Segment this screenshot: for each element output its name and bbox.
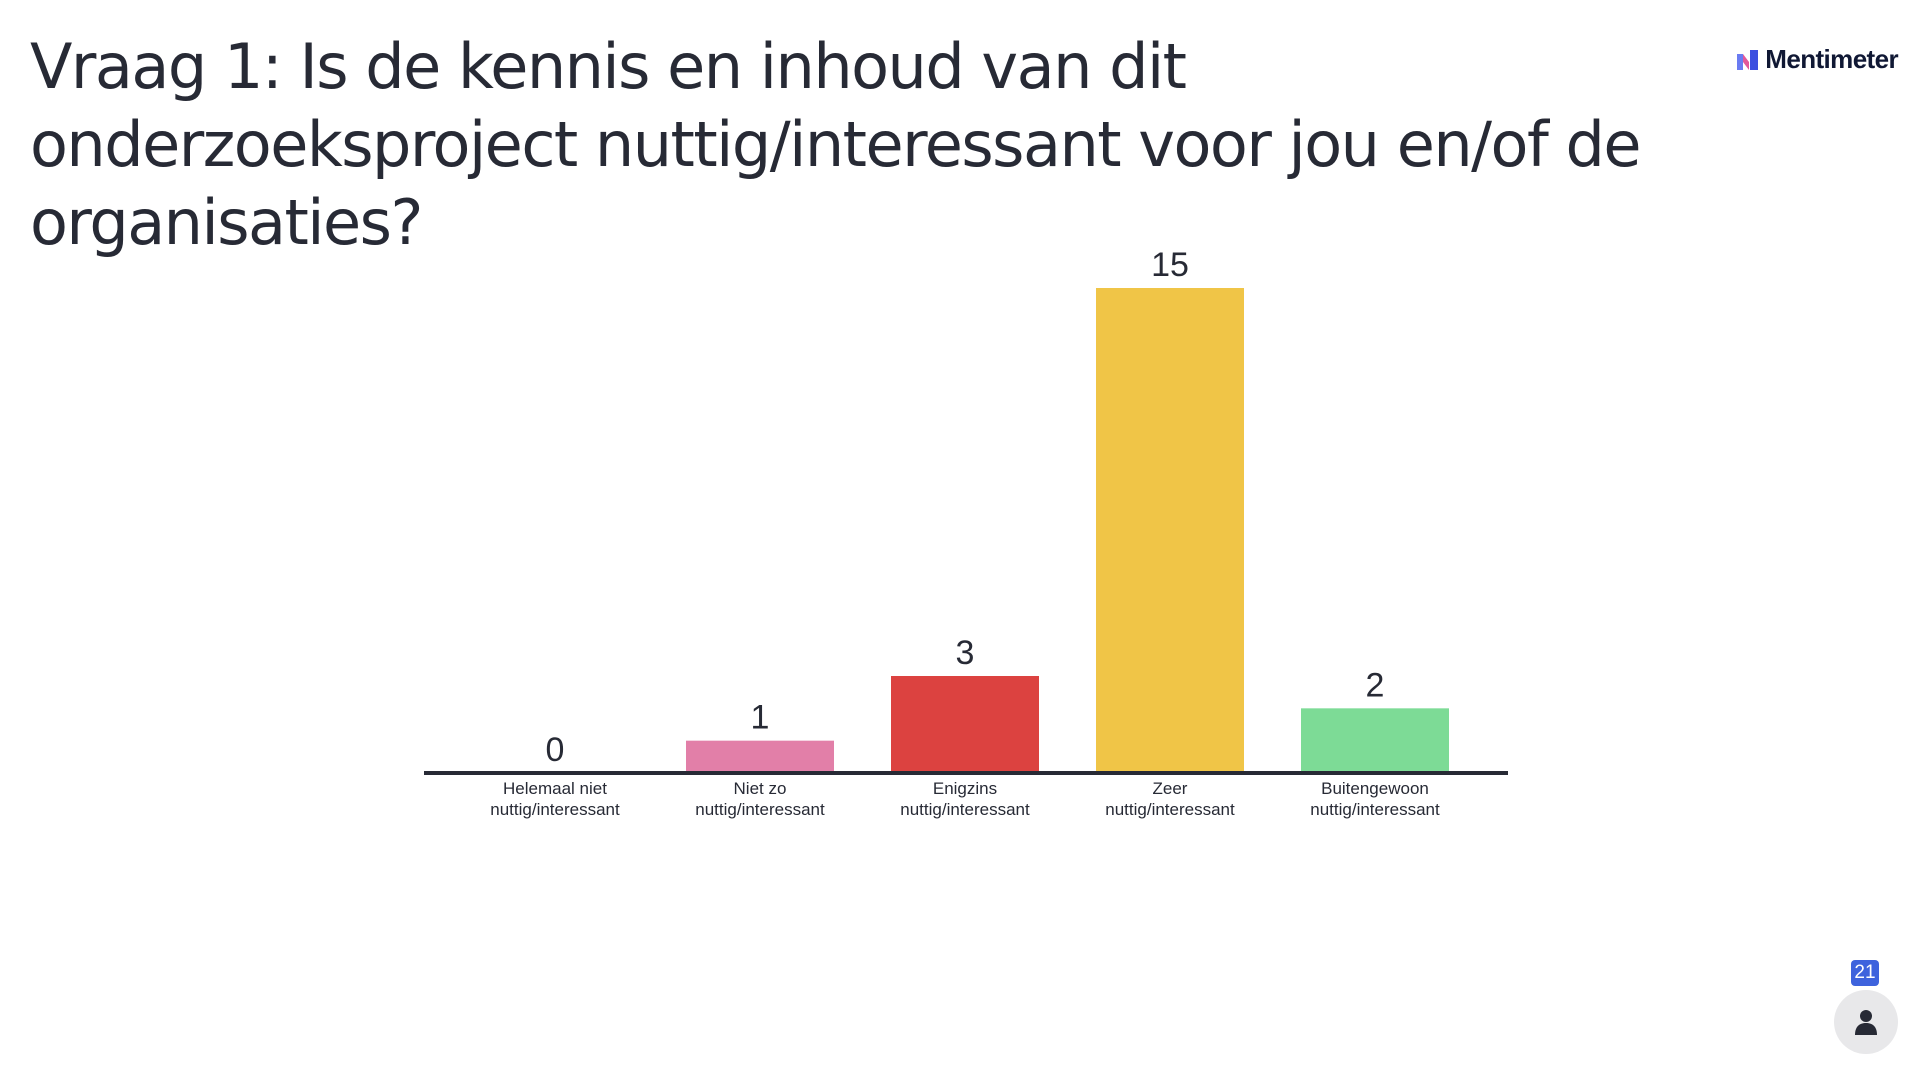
mentimeter-logo-icon — [1737, 49, 1759, 70]
participants-button[interactable]: 21 — [1834, 960, 1898, 1054]
bar-2 — [891, 676, 1039, 773]
category-label-1-line-0: Niet zo — [734, 779, 787, 798]
bar-3 — [1096, 288, 1244, 773]
category-label-2-line-1: nuttig/interessant — [900, 800, 1030, 819]
category-label-0-line-0: Helemaal niet — [503, 779, 607, 798]
bar-1 — [686, 740, 834, 773]
bar-value-label-1: 1 — [751, 699, 770, 737]
bar-value-label-2: 3 — [956, 634, 975, 672]
bar-value-label-3: 15 — [1151, 246, 1189, 284]
category-label-4-line-0: Buitengewoon — [1321, 779, 1429, 798]
category-label-3-line-0: Zeer — [1153, 779, 1188, 798]
participant-count-badge: 21 — [1851, 960, 1879, 986]
brand-logo: Mentimeter — [1737, 44, 1899, 75]
category-label-0-line-1: nuttig/interessant — [490, 800, 620, 819]
category-label-1-line-1: nuttig/interessant — [695, 800, 825, 819]
bar-4 — [1301, 708, 1449, 773]
person-icon — [1855, 1010, 1877, 1035]
bar-value-label-4: 2 — [1366, 666, 1385, 704]
brand-name: Mentimeter — [1765, 44, 1898, 74]
category-label-2-line-0: Enigzins — [933, 779, 997, 798]
category-label-4-line-1: nuttig/interessant — [1310, 800, 1440, 819]
category-label-3-line-1: nuttig/interessant — [1105, 800, 1235, 819]
question-title: Vraag 1: Is de kennis en inhoud van dit … — [30, 30, 1641, 259]
bar-value-label-0: 0 — [546, 731, 565, 769]
